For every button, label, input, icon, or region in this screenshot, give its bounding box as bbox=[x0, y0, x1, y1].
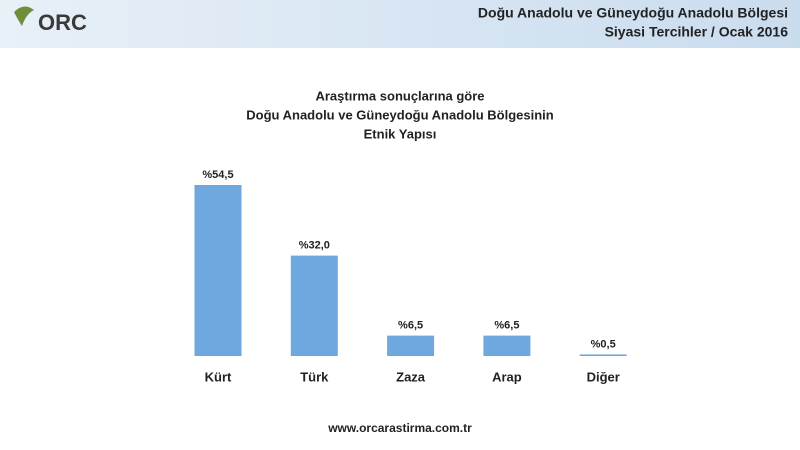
bar bbox=[290, 255, 338, 356]
chart-title: Doğu Anadolu ve Güneydoğu Anadolu Bölges… bbox=[246, 107, 553, 122]
header-line: Siyasi Tercihler / Ocak 2016 bbox=[605, 24, 789, 40]
bar bbox=[194, 185, 242, 356]
chart-title: Araştırma sonuçlarına göre bbox=[315, 88, 484, 103]
logo-text: ORC bbox=[38, 10, 87, 35]
value-label: %6,5 bbox=[398, 320, 423, 332]
bar bbox=[483, 335, 531, 356]
value-label: %32,0 bbox=[299, 240, 330, 252]
value-label: %6,5 bbox=[494, 320, 519, 332]
value-label: %0,5 bbox=[591, 338, 616, 350]
x-tick-label: Arap bbox=[492, 369, 522, 384]
x-tick-label: Türk bbox=[300, 369, 329, 384]
x-tick-label: Diğer bbox=[587, 369, 620, 384]
header-line: Doğu Anadolu ve Güneydoğu Anadolu Bölges… bbox=[478, 5, 788, 21]
bar bbox=[387, 335, 435, 356]
bar bbox=[579, 354, 627, 356]
chart-title: Etnik Yapısı bbox=[364, 126, 437, 141]
x-tick-label: Kürt bbox=[205, 369, 232, 384]
header-band bbox=[0, 0, 800, 48]
x-tick-label: Zaza bbox=[396, 369, 426, 384]
value-label: %54,5 bbox=[202, 169, 233, 181]
footer-url: www.orcarastirma.com.tr bbox=[327, 421, 472, 435]
logo-leaf bbox=[14, 6, 34, 26]
